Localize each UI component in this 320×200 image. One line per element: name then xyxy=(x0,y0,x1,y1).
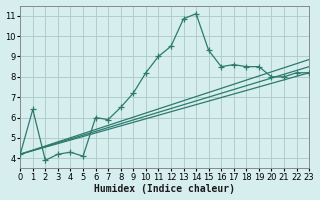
X-axis label: Humidex (Indice chaleur): Humidex (Indice chaleur) xyxy=(94,184,235,194)
